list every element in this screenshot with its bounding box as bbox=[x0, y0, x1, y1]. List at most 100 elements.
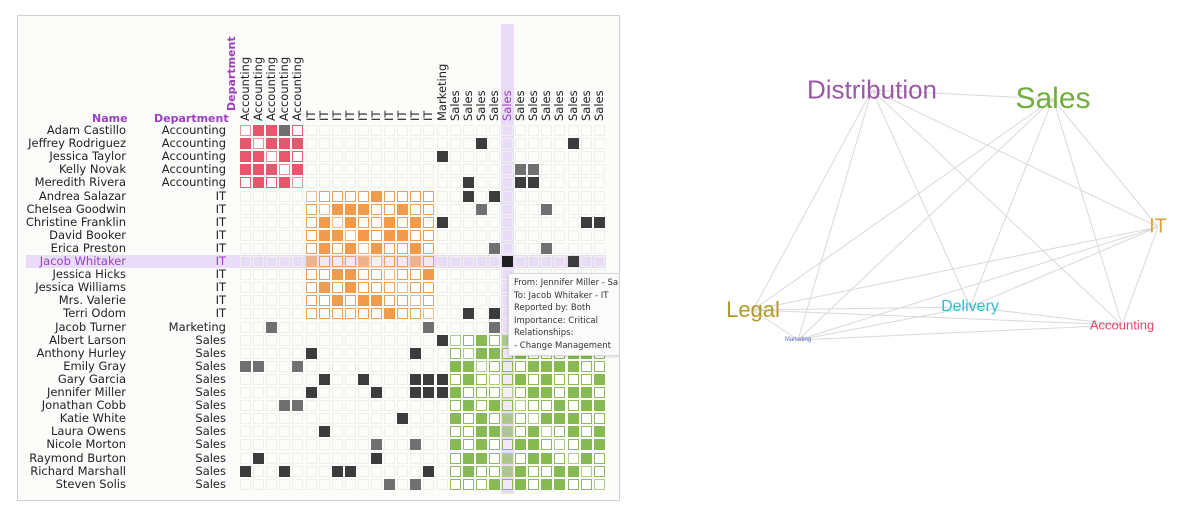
matrix-grid-cell[interactable] bbox=[253, 387, 265, 398]
matrix-block-cell[interactable] bbox=[502, 478, 513, 490]
matrix-block-cell[interactable] bbox=[580, 373, 592, 385]
matrix-grid-cell[interactable] bbox=[462, 203, 474, 215]
matrix-cross-cell[interactable] bbox=[344, 465, 356, 477]
matrix-block-cell[interactable] bbox=[567, 400, 579, 412]
column-department-label[interactable]: Sales bbox=[578, 90, 593, 121]
matrix-grid-cell[interactable] bbox=[384, 426, 396, 438]
matrix-grid-cell[interactable] bbox=[580, 125, 592, 136]
matrix-link-cell[interactable] bbox=[318, 216, 330, 228]
matrix-block-cell[interactable] bbox=[567, 439, 579, 451]
matrix-diagonal-cell[interactable] bbox=[593, 478, 605, 490]
matrix-grid-cell[interactable] bbox=[357, 387, 369, 398]
matrix-grid-cell[interactable] bbox=[331, 413, 343, 425]
matrix-grid-cell[interactable] bbox=[410, 164, 422, 176]
matrix-grid-cell[interactable] bbox=[462, 151, 474, 163]
row-name-label[interactable]: Laura Owens bbox=[51, 424, 126, 439]
matrix-block-cell[interactable] bbox=[397, 216, 409, 228]
matrix-grid-cell[interactable] bbox=[318, 439, 330, 451]
matrix-grid-cell[interactable] bbox=[357, 138, 369, 150]
matrix-grid-cell[interactable] bbox=[292, 321, 304, 333]
matrix-grid-cell[interactable] bbox=[449, 242, 461, 254]
matrix-diagonal-cell[interactable] bbox=[541, 426, 553, 438]
matrix-grid-cell[interactable] bbox=[344, 151, 356, 163]
matrix-grid-cell[interactable] bbox=[305, 465, 317, 477]
matrix-grid-cell[interactable] bbox=[410, 413, 422, 425]
matrix-grid-cell[interactable] bbox=[593, 177, 605, 189]
matrix-grid-cell[interactable] bbox=[266, 413, 278, 425]
matrix-grid-cell[interactable] bbox=[436, 190, 448, 202]
matrix-link-cell[interactable] bbox=[253, 125, 265, 136]
matrix-link-cell[interactable] bbox=[279, 151, 291, 163]
matrix-grid-cell[interactable] bbox=[331, 164, 343, 176]
matrix-grid-cell[interactable] bbox=[423, 400, 435, 412]
matrix-grid-cell[interactable] bbox=[515, 229, 527, 241]
matrix-block-cell[interactable] bbox=[266, 177, 278, 189]
matrix-cross-cell[interactable] bbox=[423, 387, 435, 398]
matrix-grid-cell[interactable] bbox=[318, 465, 330, 477]
matrix-cross-cell[interactable] bbox=[331, 465, 343, 477]
matrix-link-cell[interactable] bbox=[541, 452, 553, 464]
matrix-grid-cell[interactable] bbox=[344, 400, 356, 412]
matrix-block-cell[interactable] bbox=[318, 308, 330, 320]
matrix-grid-cell[interactable] bbox=[488, 151, 500, 163]
matrix-grid-cell[interactable] bbox=[240, 229, 251, 241]
matrix-block-cell[interactable] bbox=[515, 426, 527, 438]
matrix-grid-cell[interactable] bbox=[567, 164, 579, 176]
matrix-grid-cell[interactable] bbox=[528, 151, 540, 163]
matrix-grid-cell[interactable] bbox=[528, 138, 540, 150]
matrix-link-cell[interactable] bbox=[371, 190, 382, 202]
matrix-grid-cell[interactable] bbox=[423, 439, 435, 451]
matrix-diagonal-cell[interactable] bbox=[528, 413, 540, 425]
matrix-grid-cell[interactable] bbox=[397, 452, 409, 464]
matrix-grid-cell[interactable] bbox=[397, 347, 409, 359]
matrix-diagonal-cell[interactable] bbox=[318, 203, 330, 215]
matrix-block-cell[interactable] bbox=[502, 360, 513, 372]
matrix-link-cell[interactable] bbox=[357, 229, 369, 241]
matrix-link-cell[interactable] bbox=[580, 400, 592, 412]
matrix-grid-cell[interactable] bbox=[266, 295, 278, 307]
matrix-cross-cell[interactable] bbox=[462, 308, 474, 320]
matrix-block-cell[interactable] bbox=[515, 413, 527, 425]
matrix-grid-cell[interactable] bbox=[436, 125, 448, 136]
matrix-cross-cell[interactable] bbox=[253, 360, 265, 372]
matrix-grid-cell[interactable] bbox=[554, 138, 566, 150]
matrix-grid-cell[interactable] bbox=[541, 125, 553, 136]
matrix-grid-cell[interactable] bbox=[397, 426, 409, 438]
matrix-grid-cell[interactable] bbox=[423, 138, 435, 150]
matrix-grid-cell[interactable] bbox=[410, 426, 422, 438]
matrix-cross-cell[interactable] bbox=[436, 373, 448, 385]
matrix-block-cell[interactable] bbox=[397, 190, 409, 202]
matrix-block-cell[interactable] bbox=[423, 203, 435, 215]
matrix-cross-cell[interactable] bbox=[423, 373, 435, 385]
matrix-grid-cell[interactable] bbox=[318, 387, 330, 398]
matrix-grid-cell[interactable] bbox=[266, 308, 278, 320]
matrix-link-cell[interactable] bbox=[554, 465, 566, 477]
matrix-block-cell[interactable] bbox=[423, 256, 435, 267]
matrix-grid-cell[interactable] bbox=[475, 190, 487, 202]
matrix-grid-cell[interactable] bbox=[305, 439, 317, 451]
matrix-block-cell[interactable] bbox=[384, 242, 396, 254]
matrix-grid-cell[interactable] bbox=[253, 413, 265, 425]
matrix-block-cell[interactable] bbox=[410, 308, 422, 320]
matrix-grid-cell[interactable] bbox=[423, 151, 435, 163]
matrix-block-cell[interactable] bbox=[305, 308, 317, 320]
matrix-grid-cell[interactable] bbox=[528, 256, 540, 267]
matrix-grid-cell[interactable] bbox=[279, 413, 291, 425]
matrix-grid-cell[interactable] bbox=[344, 334, 356, 346]
matrix-diagonal-cell[interactable] bbox=[567, 452, 579, 464]
matrix-block-cell[interactable] bbox=[305, 216, 317, 228]
matrix-block-cell[interactable] bbox=[488, 334, 500, 346]
column-department-label[interactable]: Sales bbox=[565, 90, 580, 121]
matrix-grid-cell[interactable] bbox=[240, 400, 251, 412]
matrix-grid-cell[interactable] bbox=[436, 439, 448, 451]
matrix-block-cell[interactable] bbox=[423, 229, 435, 241]
row-name-label[interactable]: Albert Larson bbox=[49, 332, 126, 347]
matrix-grid-cell[interactable] bbox=[593, 203, 605, 215]
matrix-grid-cell[interactable] bbox=[397, 439, 409, 451]
matrix-grid-cell[interactable] bbox=[449, 125, 461, 136]
matrix-grid-cell[interactable] bbox=[502, 203, 513, 215]
row-name-label[interactable]: Katie White bbox=[59, 411, 126, 426]
matrix-grid-cell[interactable] bbox=[580, 164, 592, 176]
matrix-grid-cell[interactable] bbox=[593, 164, 605, 176]
matrix-grid-cell[interactable] bbox=[318, 452, 330, 464]
